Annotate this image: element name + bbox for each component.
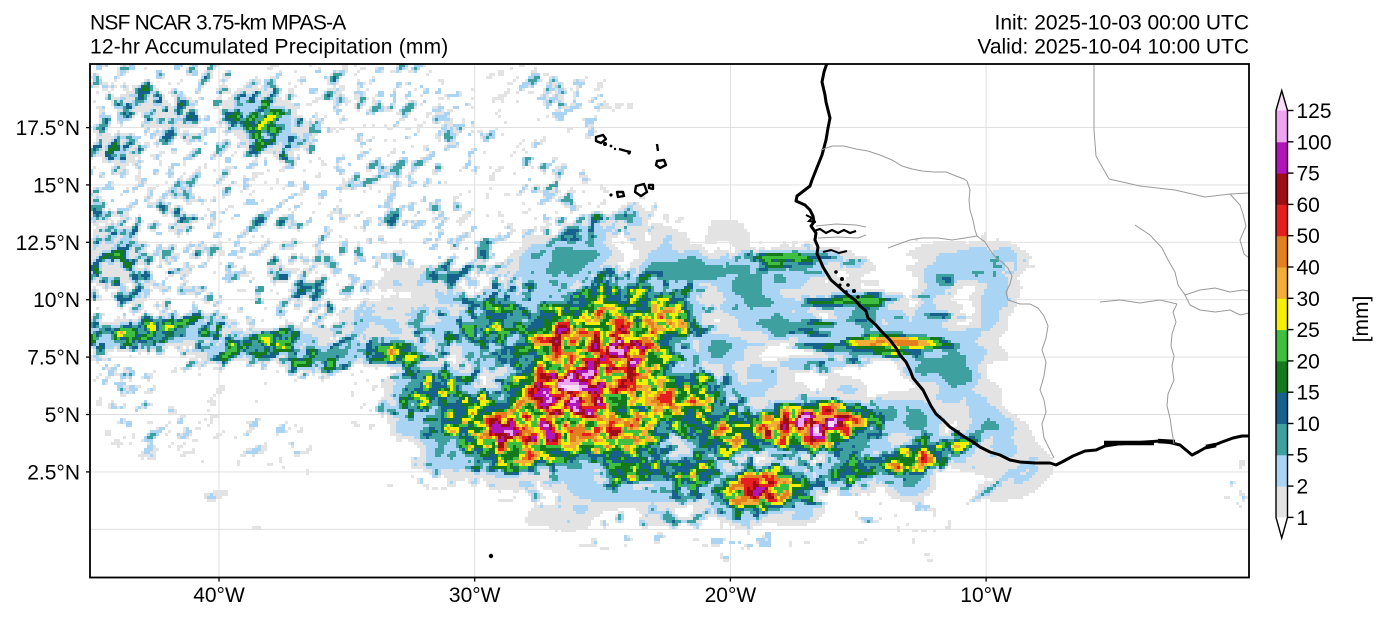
svg-text:1: 1 bbox=[1297, 507, 1309, 530]
svg-text:2: 2 bbox=[1297, 476, 1309, 499]
svg-text:20°W: 20°W bbox=[705, 584, 757, 607]
svg-text:40: 40 bbox=[1297, 257, 1320, 280]
svg-text:30: 30 bbox=[1297, 288, 1320, 311]
svg-text:Init: 2025-10-03 00:00 UTC: Init: 2025-10-03 00:00 UTC bbox=[995, 12, 1249, 35]
svg-text:NSF NCAR 3.75-km MPAS-A: NSF NCAR 3.75-km MPAS-A bbox=[90, 12, 346, 35]
svg-text:5°N: 5°N bbox=[45, 404, 80, 427]
svg-text:25: 25 bbox=[1297, 319, 1320, 342]
svg-text:Valid: 2025-10-04 10:00 UTC: Valid: 2025-10-04 10:00 UTC bbox=[977, 36, 1249, 59]
svg-text:15: 15 bbox=[1297, 382, 1320, 405]
svg-text:[mm]: [mm] bbox=[1350, 296, 1373, 343]
svg-text:5: 5 bbox=[1297, 444, 1309, 467]
svg-text:15°N: 15°N bbox=[33, 174, 80, 197]
svg-text:50: 50 bbox=[1297, 225, 1320, 248]
svg-text:40°W: 40°W bbox=[193, 584, 245, 607]
svg-text:30°W: 30°W bbox=[449, 584, 501, 607]
svg-text:17.5°N: 17.5°N bbox=[16, 117, 80, 140]
svg-text:12.5°N: 12.5°N bbox=[16, 232, 80, 255]
svg-text:100: 100 bbox=[1297, 131, 1332, 154]
svg-text:75: 75 bbox=[1297, 163, 1320, 186]
svg-text:60: 60 bbox=[1297, 194, 1320, 217]
svg-text:10°W: 10°W bbox=[960, 584, 1012, 607]
svg-text:2.5°N: 2.5°N bbox=[27, 461, 80, 484]
svg-text:12-hr Accumulated Precipitatio: 12-hr Accumulated Precipitation (mm) bbox=[90, 36, 449, 59]
svg-text:125: 125 bbox=[1297, 100, 1332, 123]
svg-text:20: 20 bbox=[1297, 350, 1320, 373]
svg-text:10°N: 10°N bbox=[33, 289, 80, 312]
svg-text:7.5°N: 7.5°N bbox=[27, 347, 80, 370]
svg-text:10: 10 bbox=[1297, 413, 1320, 436]
